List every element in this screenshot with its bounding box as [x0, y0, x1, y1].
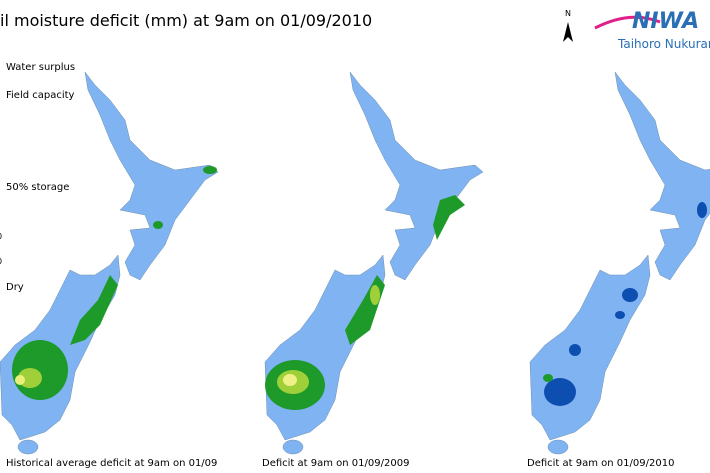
caption: Deficit at 9am on 01/09/2009: [262, 458, 409, 469]
legend-label: Water surplus: [6, 62, 75, 73]
legend-tick: 0: [0, 232, 2, 241]
logo-swoosh: [594, 15, 661, 30]
title: il moisture deficit (mm) at 9am on 01/09…: [0, 11, 372, 30]
legend-label: 50% storage: [6, 182, 69, 193]
legend-label: Dry: [6, 282, 24, 293]
logo-name: NIWA: [632, 9, 699, 34]
legend-label: Field capacity: [6, 90, 75, 101]
logo-subtitle: Taihoro Nukurang: [617, 37, 710, 51]
caption: Deficit at 9am on 01/09/2010: [527, 458, 674, 469]
map-2009: [264, 71, 484, 455]
north-label: N: [565, 9, 571, 18]
north-arrow: [563, 22, 573, 42]
caption: Historical average deficit at 9am on 01/…: [6, 458, 217, 469]
map-2010: [529, 71, 710, 455]
map-historical: [0, 71, 219, 455]
legend-tick: 0: [0, 257, 2, 266]
